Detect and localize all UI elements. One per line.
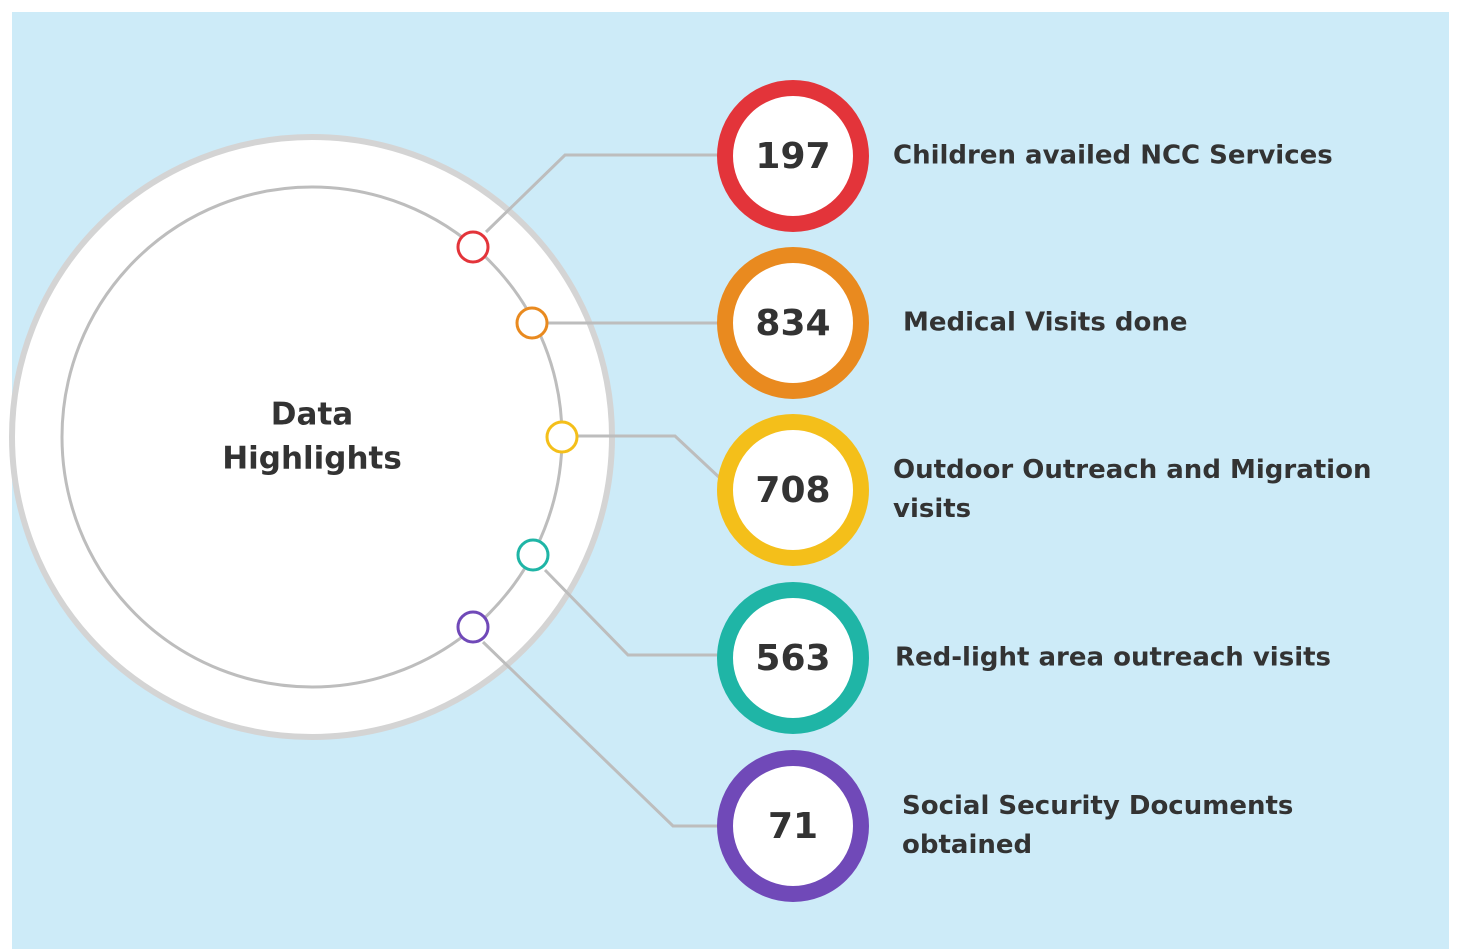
marker-dot — [456, 610, 490, 644]
label: Children availed NCC Services — [893, 141, 1333, 171]
inner-circle — [60, 185, 564, 689]
connectors — [481, 153, 724, 828]
label: obtained — [902, 830, 1032, 860]
value: 708 — [755, 470, 830, 511]
marker-dot — [545, 420, 579, 454]
connector — [481, 640, 720, 828]
marker-dot — [515, 306, 549, 340]
title-line: Data — [271, 397, 353, 433]
value: 563 — [755, 638, 830, 679]
marker-dot — [516, 538, 550, 572]
title-line: Highlights — [222, 441, 402, 477]
connector — [543, 568, 720, 657]
connector — [578, 434, 724, 482]
label: visits — [893, 494, 971, 524]
value-ring — [717, 582, 869, 734]
connector — [484, 153, 720, 234]
label: Medical Visits done — [903, 308, 1188, 338]
value: 197 — [755, 136, 830, 177]
value-ring — [717, 80, 869, 232]
value-ring — [717, 414, 869, 566]
value: 834 — [755, 303, 830, 344]
value-ring — [717, 750, 869, 902]
label: Red-light area outreach visits — [895, 643, 1331, 673]
marker-dot — [456, 230, 490, 264]
label: Social Security Documents — [902, 791, 1293, 821]
value: 71 — [768, 806, 818, 847]
value-ring — [717, 247, 869, 399]
label: Outdoor Outreach and Migration — [893, 455, 1371, 485]
